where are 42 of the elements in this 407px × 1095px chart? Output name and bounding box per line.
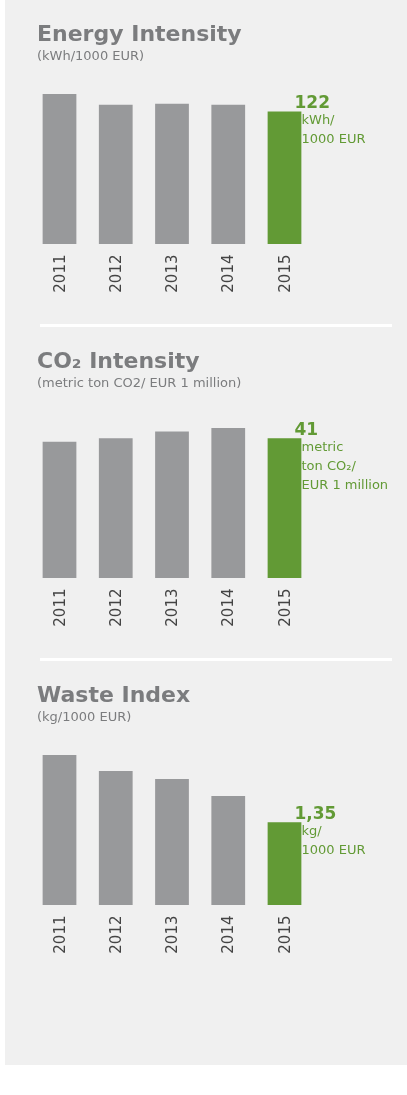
x-tick-label: 2013 [163,588,181,627]
x-tick-label: 2014 [219,254,238,293]
annotation: kWh/ 1000 EUR [301,112,366,147]
data-label: 41 [294,419,319,440]
x-tick-label: 2012 [106,915,125,954]
x-tick-label: 2012 [106,254,125,293]
bar [42,441,77,578]
bar [98,104,133,244]
chart-title: Waste Index [37,682,191,707]
bar [155,778,189,905]
bar [267,822,302,905]
bar [98,438,133,578]
bar [267,438,302,578]
bar [211,428,246,578]
chart-subtitle: (kg/1000 EUR) [37,709,132,724]
annotation: kg/ 1000 EUR [301,823,366,858]
x-tick-label: 2011 [50,254,69,293]
x-tick-label: 2012 [106,588,125,627]
x-tick-label: 2015 [275,588,294,627]
x-tick-label: 2014 [219,588,238,627]
bar [98,770,133,905]
bar [211,796,246,905]
data-label: 122 [294,92,330,113]
x-tick-label: 2014 [219,915,238,954]
data-label: 1,35 [294,803,337,824]
x-tick-label: 2013 [163,915,181,954]
chart-subtitle: (kWh/1000 EUR) [37,48,145,63]
bar [267,111,302,244]
chart-subtitle: (metric ton CO2/ EUR 1 million) [37,375,242,391]
chart-title: Energy Intensity [37,21,242,46]
x-tick-label: 2013 [163,254,181,293]
bar [155,103,189,244]
bar [155,431,189,578]
x-tick-label: 2011 [50,915,69,954]
annotation: metric ton CO₂/ EUR 1 million [301,439,389,493]
x-tick-label: 2015 [275,915,294,954]
bar [211,104,246,244]
bar [42,94,77,244]
chart-title: CO₂ Intensity [37,348,200,374]
x-tick-label: 2015 [275,254,294,293]
bar [42,755,77,905]
x-tick-label: 2011 [50,588,69,627]
